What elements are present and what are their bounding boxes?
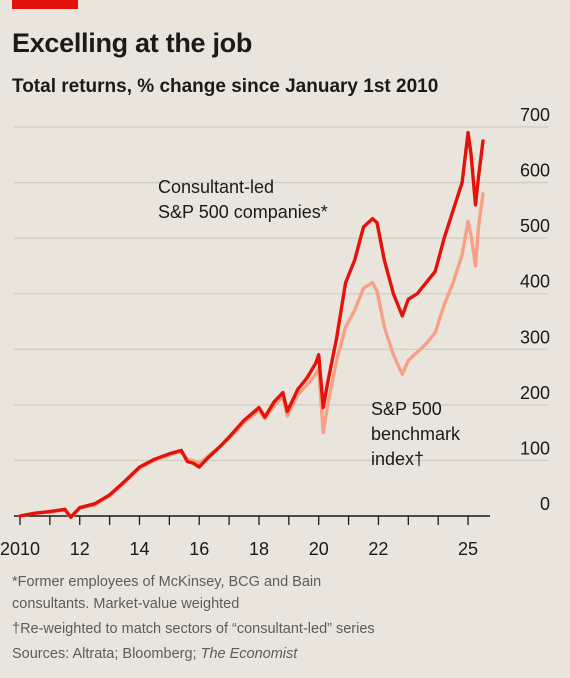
chart-title: Excelling at the job xyxy=(12,28,253,58)
consultant-led-label: Consultant-led S&P 500 companies* xyxy=(158,175,328,225)
footnote-4: Sources: Altrata; Bloomberg; The Economi… xyxy=(12,643,297,665)
consultant-label-line1: Consultant-led xyxy=(158,177,275,197)
x-tick-label: 12 xyxy=(70,539,90,559)
y-axis-tick-labels: 0 100 200 300 400 500 600 700 xyxy=(520,105,550,514)
y-tick-label: 200 xyxy=(520,383,550,403)
footnote-1: *Former employees of McKinsey, BCG and B… xyxy=(12,574,322,590)
x-tick-label: 18 xyxy=(249,539,269,559)
sources-economist: The Economist xyxy=(200,646,298,662)
consultant-label-line2: S&P 500 companies* xyxy=(158,202,328,222)
y-tick-label: 400 xyxy=(520,272,550,292)
benchmark-label-line2: benchmark xyxy=(371,424,461,444)
benchmark-label: S&P 500 benchmark index† xyxy=(371,397,460,472)
y-tick-label: 300 xyxy=(520,327,550,347)
benchmark-label-line1: S&P 500 xyxy=(371,399,442,419)
x-tick-label: 22 xyxy=(368,539,388,559)
x-tick-label: 14 xyxy=(129,539,149,559)
consultant-led-line xyxy=(18,130,485,519)
economist-red-tag xyxy=(12,0,78,9)
chart-subtitle: Total returns, % change since January 1s… xyxy=(12,76,439,97)
y-tick-label: 600 xyxy=(520,161,550,181)
series-lines xyxy=(18,130,485,520)
footnote-3: †Re-weighted to match sectors of “consul… xyxy=(12,621,375,637)
x-tick-label: 25 xyxy=(458,539,478,559)
footnote-2: consultants. Market-value weighted xyxy=(12,596,240,612)
y-tick-label: 500 xyxy=(520,216,550,236)
grid-lines xyxy=(14,126,548,462)
x-tick-label: 16 xyxy=(189,539,209,559)
sources-text: Sources: Altrata; Bloomberg; xyxy=(12,646,201,662)
x-tick-label: 20 xyxy=(309,539,329,559)
x-axis: 2010 12 14 16 18 20 22 25 xyxy=(0,515,490,559)
y-tick-label: 700 xyxy=(520,105,550,125)
x-tick-label: 2010 xyxy=(0,539,40,559)
y-tick-label: 0 xyxy=(540,494,550,514)
benchmark-label-line3: index† xyxy=(371,449,425,469)
y-tick-label: 100 xyxy=(520,438,550,458)
